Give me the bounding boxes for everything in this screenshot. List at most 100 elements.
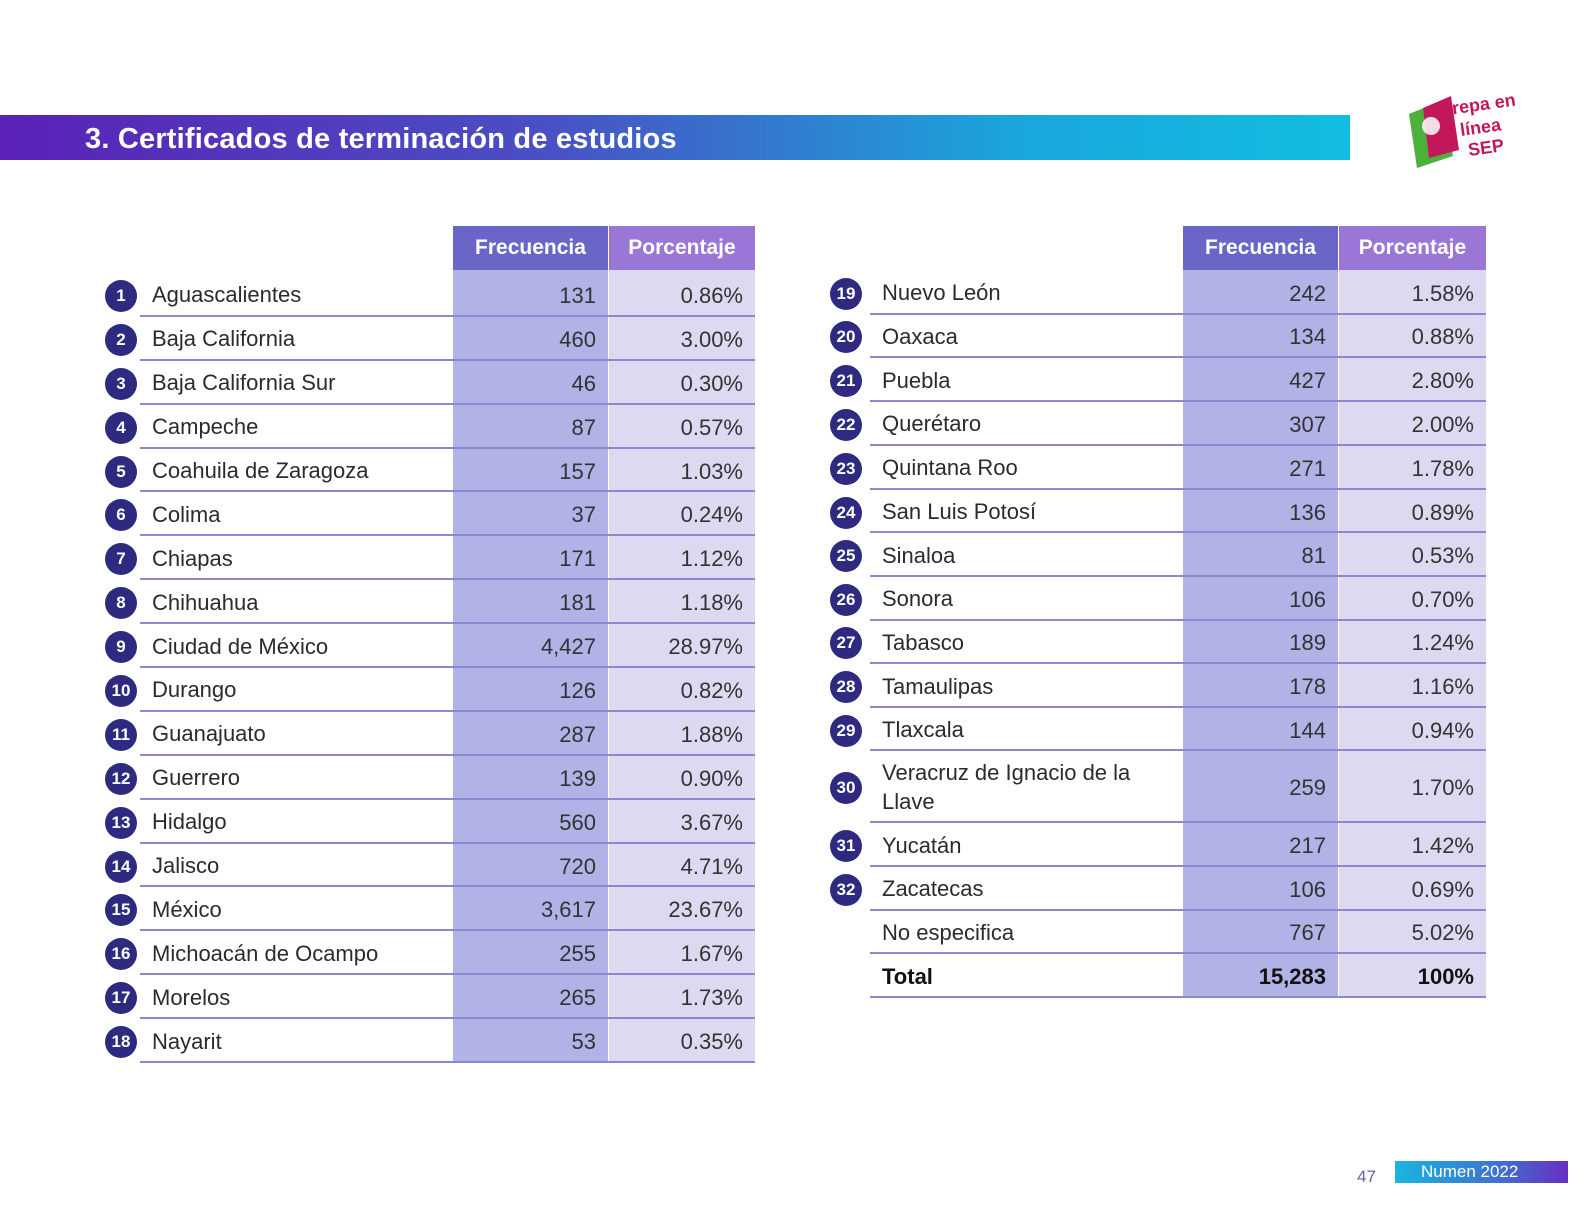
row-number-badge: 28 — [830, 671, 862, 703]
row-divider — [140, 973, 755, 976]
row-divider — [140, 797, 755, 800]
frequency-value: 87 — [571, 414, 596, 440]
frequency-value: 46 — [571, 370, 596, 396]
percentage-value: 1.67% — [680, 941, 743, 967]
row-number-badge: 32 — [830, 873, 862, 906]
frequency-value: 144 — [1289, 717, 1326, 743]
row-number-badge: 25 — [830, 540, 862, 573]
percentage-value: 2.00% — [1411, 411, 1474, 437]
row-divider — [140, 929, 755, 932]
title-bar — [0, 115, 1350, 160]
row-number-badge: 10 — [105, 674, 137, 707]
state-name: Morelos — [152, 984, 231, 1010]
percentage-value: 1.42% — [1411, 833, 1474, 859]
row-divider — [870, 443, 1486, 446]
row-divider — [140, 1061, 755, 1063]
frequency-value: 259 — [1289, 775, 1326, 801]
frequency-value: 15,283 — [1258, 964, 1326, 989]
row-number-badge: 30 — [830, 772, 862, 805]
row-number-badge: 14 — [105, 850, 137, 883]
row-number-badge: 11 — [105, 718, 137, 751]
page-number: 47 — [1357, 1167, 1376, 1186]
percentage-value: 0.70% — [1411, 586, 1474, 612]
state-name: Sinaloa — [882, 542, 956, 568]
percentage-value: 0.86% — [680, 282, 743, 308]
row-divider — [870, 662, 1486, 665]
row-number-badge: 31 — [830, 830, 862, 863]
row-divider — [870, 908, 1486, 911]
state-name: Nuevo León — [882, 280, 1001, 306]
row-number-badge: 2 — [105, 323, 137, 356]
row-divider — [140, 446, 755, 449]
state-name: Oaxaca — [882, 323, 958, 349]
row-divider — [140, 534, 755, 537]
percentage-value: 3.67% — [680, 809, 743, 835]
percentage-value: 0.35% — [680, 1029, 743, 1055]
percentage-value: 0.82% — [680, 677, 743, 703]
row-divider — [140, 841, 755, 844]
row-number-badge: 17 — [105, 982, 137, 1015]
state-name: Nayarit — [152, 1028, 222, 1054]
left-table: Frecuencia Porcentaje 1 Aguascalientes 131… — [105, 226, 755, 1063]
frequency-value: 3,617 — [540, 897, 596, 923]
row-divider — [140, 622, 755, 625]
percentage-value: 0.57% — [680, 414, 743, 440]
percentage-value: 1.12% — [680, 546, 743, 572]
row-divider — [870, 821, 1486, 824]
state-name: Aguascalientes — [152, 282, 302, 308]
row-number-badge: 1 — [105, 279, 137, 312]
frequency-value: 265 — [559, 985, 596, 1011]
row-number-badge: 8 — [105, 587, 137, 620]
frequency-value: 4,427 — [540, 634, 596, 660]
frequency-value: 37 — [571, 502, 596, 528]
row-divider — [870, 995, 1486, 998]
state-name: Zacatecas — [882, 876, 984, 902]
row-number-badge: 13 — [105, 806, 137, 839]
state-name: Querétaro — [882, 411, 982, 437]
header-porcentaje: Porcentaje — [1339, 226, 1486, 270]
percentage-value: 2.80% — [1411, 368, 1474, 393]
frecuencia-column-bg — [1183, 270, 1338, 997]
percentage-value: 0.30% — [680, 370, 743, 396]
percentage-value: 0.89% — [1411, 499, 1474, 525]
frequency-value: 157 — [559, 458, 596, 484]
row-number-badge: 15 — [105, 894, 137, 927]
state-name: Tlaxcala — [882, 717, 964, 743]
row-divider — [870, 531, 1486, 534]
state-name: Chihuahua — [152, 589, 259, 615]
row-divider — [140, 1017, 755, 1020]
row-divider — [870, 952, 1486, 955]
row-divider — [140, 314, 755, 317]
percentage-value: 0.88% — [1411, 324, 1474, 350]
state-name: Campeche — [152, 414, 259, 440]
percentage-value: 23.67% — [668, 897, 743, 923]
frequency-value: 307 — [1289, 411, 1326, 437]
percentage-value: 1.18% — [680, 590, 743, 616]
state-name: Yucatán — [882, 832, 962, 858]
row-number-badge: 18 — [105, 1026, 137, 1059]
row-number-badge: 29 — [830, 714, 862, 747]
percentage-value: 3.00% — [680, 326, 743, 352]
frequency-value: 767 — [1289, 920, 1326, 946]
frequency-value: 134 — [1289, 324, 1326, 350]
percentage-value: 0.90% — [680, 765, 743, 791]
row-number-badge: 19 — [830, 277, 862, 310]
frequency-value: 271 — [1289, 455, 1326, 481]
percentage-value: 5.02% — [1411, 920, 1474, 946]
percentage-value: 28.97% — [668, 634, 743, 660]
header-frecuencia: Frecuencia — [453, 226, 608, 270]
row-divider — [870, 749, 1486, 752]
row-number-badge: 3 — [105, 367, 137, 400]
state-name: Colima — [152, 501, 221, 527]
state-name: Sonora — [882, 586, 953, 612]
row-number-badge: 24 — [830, 496, 862, 529]
state-name: Puebla — [882, 367, 951, 393]
state-name: Guanajuato — [152, 721, 266, 747]
percentage-value: 1.70% — [1411, 775, 1474, 801]
row-number-badge: 21 — [830, 365, 862, 397]
state-name: Michoacán de Ocampo — [152, 940, 379, 966]
row-divider — [870, 356, 1486, 359]
page-title: 3. Certificados de terminación de estudi… — [85, 123, 677, 155]
row-divider — [140, 666, 755, 668]
